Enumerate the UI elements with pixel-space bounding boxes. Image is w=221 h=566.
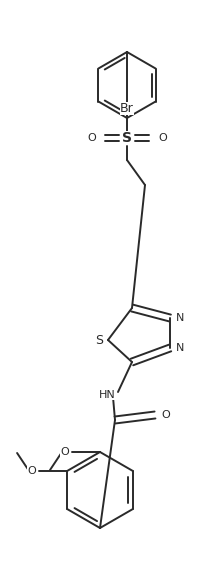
Text: S: S [122,131,132,145]
Text: O: O [60,447,69,457]
Text: O: O [87,133,96,143]
Text: N: N [176,313,184,323]
Text: O: O [161,410,170,420]
Text: HN: HN [99,390,116,400]
Text: O: O [27,466,36,476]
Text: O: O [158,133,167,143]
Text: S: S [95,333,103,346]
Text: Br: Br [120,102,134,115]
Text: N: N [176,343,184,353]
